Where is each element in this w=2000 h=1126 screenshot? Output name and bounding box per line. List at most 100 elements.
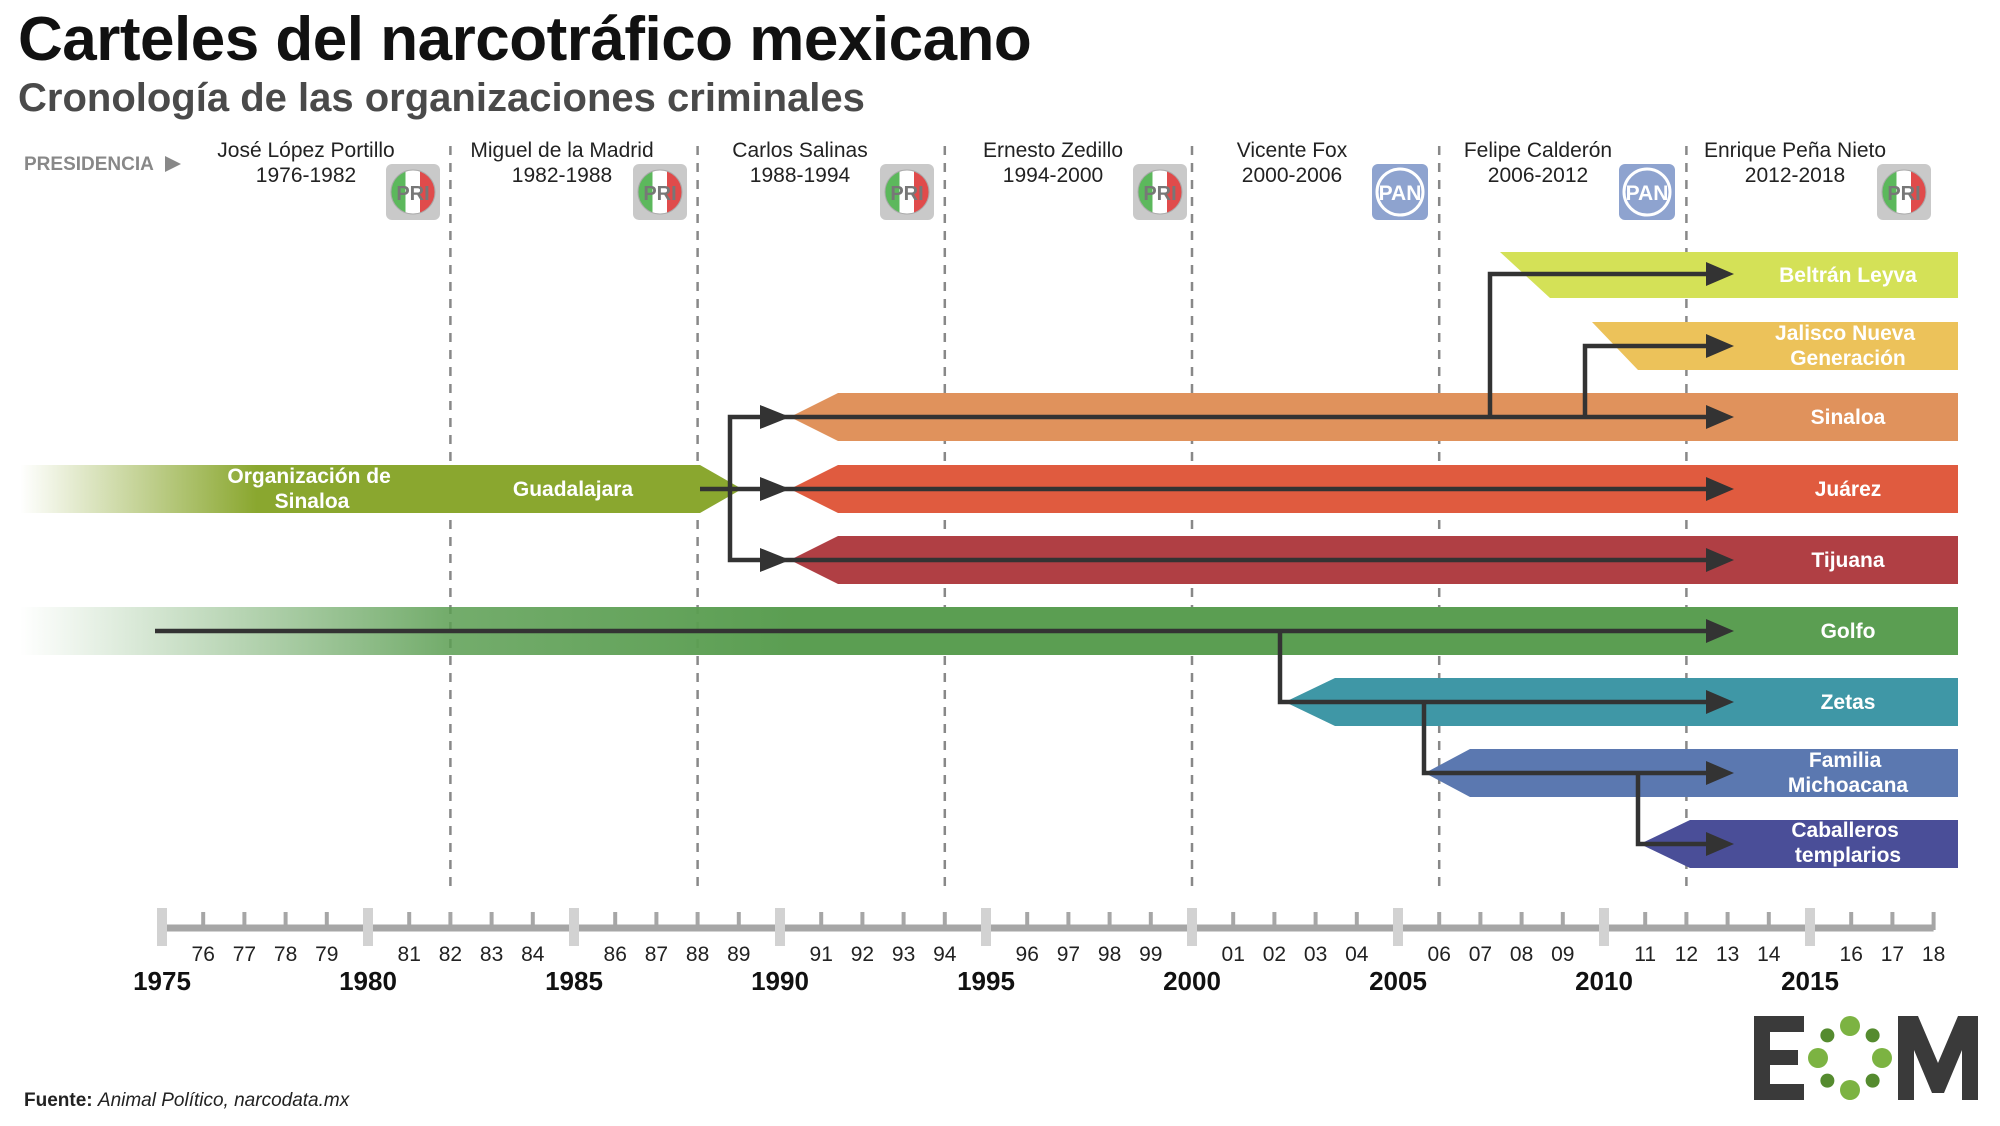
minor-tick-label: 86: [604, 943, 627, 966]
minor-tick-label: 78: [274, 943, 297, 966]
pri-logo-icon: PRI: [1133, 164, 1187, 220]
arrowhead-icon: [1706, 548, 1734, 572]
minor-tick-label: 91: [810, 943, 833, 966]
major-tick: [363, 908, 373, 946]
year-axis: 76 77 78 79 81 82 83 84 86 87 88 89 91 92 93 94 96 97 98 99…: [133, 908, 1945, 996]
arrowhead-icon: [1706, 761, 1734, 785]
minor-tick-label: 01: [1222, 943, 1245, 966]
major-tick-label: 2010: [1575, 966, 1633, 996]
president-term: 2006-2012: [1488, 164, 1588, 187]
label-familia-michoacana: Familia Michoacana: [1788, 749, 1909, 797]
president-name: Enrique Peña Nieto: [1704, 139, 1886, 162]
arrowhead-icon: [760, 477, 790, 501]
logo-dot-icon: [1840, 1080, 1860, 1100]
major-tick-label: 1995: [957, 966, 1015, 996]
minor-tick-label: 13: [1716, 943, 1739, 966]
minor-tick-label: 83: [480, 943, 503, 966]
minor-tick-label: 98: [1098, 943, 1121, 966]
party-text: PAN: [1626, 182, 1669, 205]
minor-tick-label: 14: [1757, 943, 1781, 966]
band-org-sinaloa: [20, 465, 450, 513]
label-org-sinaloa-line: Sinaloa: [275, 490, 350, 513]
arrowhead-icon: [1706, 690, 1734, 714]
pan-logo-icon: PAN: [1619, 164, 1675, 220]
logo-m-icon: [1898, 1016, 1978, 1100]
arrowhead-icon: [760, 405, 790, 429]
minor-tick-label: 77: [233, 943, 256, 966]
label-org-sinaloa: Organización de Sinaloa: [227, 465, 396, 513]
minor-tick-label: 97: [1057, 943, 1080, 966]
president-term: 2012-2018: [1745, 164, 1845, 187]
label-caballeros-line: templarios: [1795, 844, 1901, 867]
pri-logo-icon: PRI: [633, 164, 687, 220]
major-tick: [157, 908, 167, 946]
label-familia-line: Familia: [1809, 749, 1882, 772]
band-guadalajara: [450, 465, 742, 513]
minor-tick-label: 03: [1304, 943, 1327, 966]
minor-tick-label: 87: [645, 943, 668, 966]
minor-tick-label: 82: [439, 943, 462, 966]
major-tick-label: 2005: [1369, 966, 1427, 996]
arrowhead-icon: [1706, 832, 1734, 856]
presidencia-arrow-icon: [165, 156, 181, 172]
label-jalisco-line: Jalisco Nueva: [1775, 322, 1915, 345]
label-sinaloa: Sinaloa: [1811, 406, 1886, 429]
major-tick: [775, 908, 785, 946]
arrowhead-icon: [1706, 477, 1734, 501]
source-text: Animal Político, narcodata.mx: [97, 1090, 350, 1111]
logo-dot-icon: [1840, 1016, 1860, 1036]
president-name: Vicente Fox: [1237, 139, 1348, 162]
minor-tick-label: 79: [315, 943, 338, 966]
minor-tick-label: 11: [1634, 943, 1656, 966]
label-juarez: Juárez: [1815, 478, 1882, 501]
label-guadalajara: Guadalajara: [513, 478, 634, 501]
band-jalisco: [1592, 322, 1958, 370]
minor-tick-label: 06: [1428, 943, 1451, 966]
minor-tick-label: 92: [851, 943, 874, 966]
party-text: PAN: [1379, 182, 1422, 205]
label-golfo: Golfo: [1821, 620, 1876, 643]
logo-e-icon: [1754, 1084, 1804, 1100]
minor-tick-label: 02: [1263, 943, 1286, 966]
minor-tick-label: 99: [1139, 943, 1162, 966]
party-text: PRI: [1887, 183, 1920, 205]
major-tick-label: 2000: [1163, 966, 1221, 996]
connector-arrowheads: [760, 262, 1734, 856]
arrowhead-icon: [1706, 262, 1734, 286]
logo-e-icon: [1754, 1016, 1804, 1032]
party-text: PRI: [643, 183, 676, 205]
major-tick: [1805, 908, 1815, 946]
label-caballeros-templarios: Caballeros templarios: [1791, 819, 1904, 867]
major-tick-label: 1990: [751, 966, 809, 996]
major-tick-label: 1985: [545, 966, 603, 996]
president-name: Miguel de la Madrid: [470, 139, 653, 162]
president-name: Felipe Calderón: [1464, 139, 1612, 162]
president-term: 1982-1988: [512, 164, 612, 187]
minor-tick-label: 84: [521, 943, 545, 966]
party-text: PRI: [890, 183, 923, 205]
label-org-sinaloa-line: Organización de: [227, 465, 390, 488]
major-tick: [1393, 908, 1403, 946]
logo-o-ring-icon: [1808, 1016, 1892, 1100]
label-familia-line: Michoacana: [1788, 774, 1909, 797]
label-jalisco-line: Generación: [1790, 347, 1906, 370]
pri-logo-icon: PRI: [386, 164, 440, 220]
minor-tick-label: 93: [892, 943, 915, 966]
cartel-timeline: PRESIDENCIA José López Portillo1976-1982…: [20, 139, 1958, 996]
major-tick: [569, 908, 579, 946]
label-beltran-leyva: Beltrán Leyva: [1779, 264, 1917, 287]
logo-dot-icon: [1872, 1048, 1892, 1068]
minor-tick-label: 12: [1675, 943, 1698, 966]
logo-dot-icon: [1865, 1028, 1880, 1043]
chart-subtitle: Cronología de las organizaciones crimina…: [18, 76, 865, 120]
logo-dot-icon: [1865, 1073, 1880, 1088]
minor-tick-label: 07: [1469, 943, 1492, 966]
president-term: 1988-1994: [750, 164, 851, 187]
eom-logo: [1754, 1016, 1978, 1100]
arrowhead-icon: [1706, 405, 1734, 429]
minor-tick-label: 04: [1345, 943, 1369, 966]
pan-logo-icon: PAN: [1372, 164, 1428, 220]
minor-tick-label: 94: [933, 943, 957, 966]
minor-tick-label: 09: [1551, 943, 1574, 966]
